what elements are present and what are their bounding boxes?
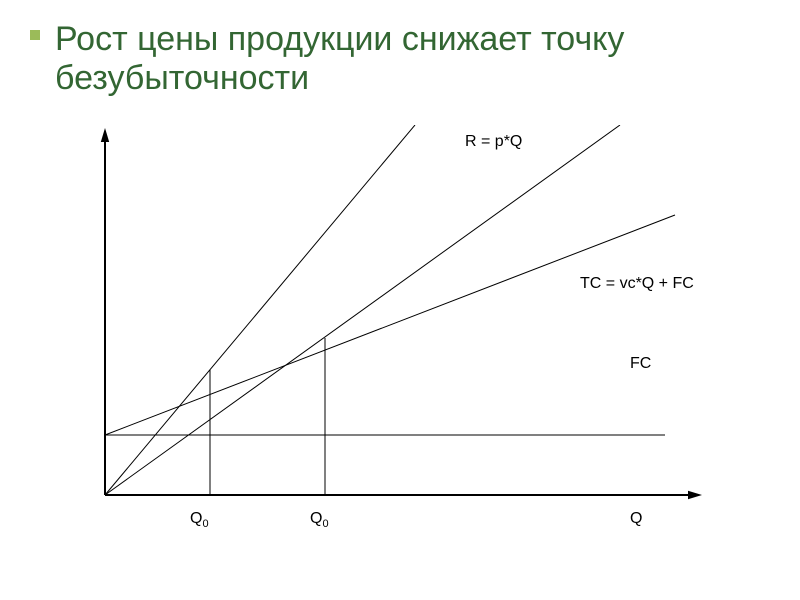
label-Q0a: Q0 (190, 510, 209, 530)
label-TC: TC = vc*Q + FC (580, 275, 694, 293)
slide-title: Рост цены продукции снижает точку безубы… (55, 20, 755, 98)
label-Q: Q (630, 510, 642, 528)
title-marker (30, 30, 40, 40)
label-R: R = p*Q (465, 133, 522, 151)
label-FC: FC (630, 355, 651, 373)
label-Q0b: Q0 (310, 510, 329, 530)
chart-svg (35, 125, 765, 555)
breakeven-chart: R = p*Q TC = vc*Q + FC FC Q0 Q0 Q (35, 125, 765, 555)
